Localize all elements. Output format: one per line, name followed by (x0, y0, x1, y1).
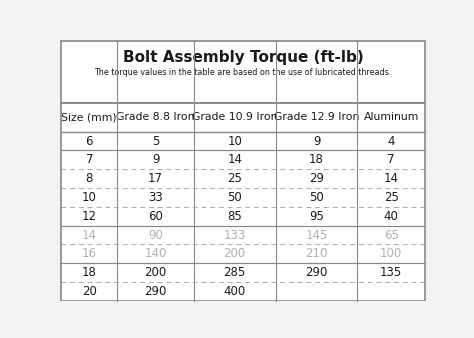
Text: 18: 18 (82, 266, 97, 279)
Text: 140: 140 (145, 247, 167, 260)
Text: 14: 14 (82, 228, 97, 242)
Text: 65: 65 (383, 228, 399, 242)
Text: 17: 17 (148, 172, 163, 185)
Text: 12: 12 (82, 210, 97, 223)
Text: 16: 16 (82, 247, 97, 260)
Text: Size (mm): Size (mm) (62, 112, 117, 122)
Text: 40: 40 (383, 210, 399, 223)
Text: 85: 85 (228, 210, 242, 223)
Text: 290: 290 (305, 266, 328, 279)
Text: Aluminum: Aluminum (364, 112, 419, 122)
Text: 60: 60 (148, 210, 163, 223)
Text: 200: 200 (145, 266, 167, 279)
Text: Grade 8.8 Iron: Grade 8.8 Iron (117, 112, 195, 122)
Text: 6: 6 (85, 135, 93, 148)
Text: 9: 9 (313, 135, 320, 148)
Text: 50: 50 (228, 191, 242, 204)
Text: 50: 50 (309, 191, 324, 204)
Text: 7: 7 (387, 153, 395, 166)
Text: 10: 10 (228, 135, 242, 148)
Text: 33: 33 (148, 191, 163, 204)
Text: 90: 90 (148, 228, 163, 242)
Text: 145: 145 (305, 228, 328, 242)
Text: 25: 25 (383, 191, 399, 204)
Text: 9: 9 (152, 153, 159, 166)
Text: 10: 10 (82, 191, 97, 204)
Text: 14: 14 (383, 172, 399, 185)
Text: Grade 10.9 Iron: Grade 10.9 Iron (192, 112, 277, 122)
Text: 4: 4 (387, 135, 395, 148)
Text: 135: 135 (380, 266, 402, 279)
Text: 290: 290 (145, 285, 167, 298)
Text: 25: 25 (228, 172, 242, 185)
Text: 5: 5 (152, 135, 159, 148)
Text: 400: 400 (224, 285, 246, 298)
Text: 8: 8 (86, 172, 93, 185)
Text: 100: 100 (380, 247, 402, 260)
Text: 200: 200 (224, 247, 246, 260)
Text: 14: 14 (227, 153, 242, 166)
Text: 210: 210 (305, 247, 328, 260)
Text: Bolt Assembly Torque (ft-lb): Bolt Assembly Torque (ft-lb) (123, 50, 363, 65)
Text: 95: 95 (309, 210, 324, 223)
Text: 20: 20 (82, 285, 97, 298)
Text: 7: 7 (85, 153, 93, 166)
Text: Grade 12.9 Iron: Grade 12.9 Iron (274, 112, 359, 122)
Text: 29: 29 (309, 172, 324, 185)
Text: 285: 285 (224, 266, 246, 279)
Text: The torque values in the table are based on the use of lubricated threads.: The torque values in the table are based… (94, 68, 392, 77)
Text: 133: 133 (224, 228, 246, 242)
Text: 18: 18 (309, 153, 324, 166)
